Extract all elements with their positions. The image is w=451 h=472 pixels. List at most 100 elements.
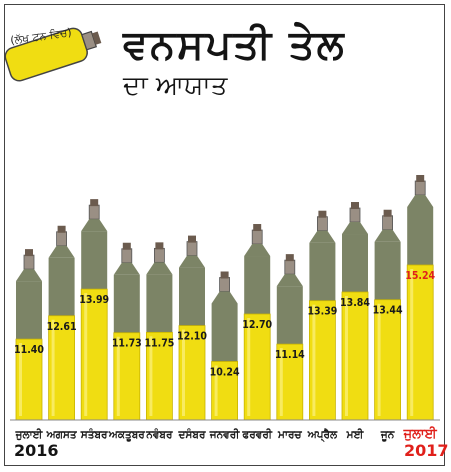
- x-tick-label: ਅਕਤੂਬਰ: [108, 429, 146, 442]
- bottle-shoulder: [276, 274, 303, 287]
- x-tick-label: ਸਤੰਬਰ: [80, 427, 109, 441]
- bottle-shoulder: [48, 245, 75, 258]
- bottle-shine: [84, 293, 88, 416]
- data-label: 11.40: [14, 344, 44, 356]
- bottle-shoulder: [113, 262, 140, 275]
- bottle-cap: [318, 210, 327, 218]
- x-tick-label: ਜੂਨ: [380, 429, 396, 442]
- bottle-cap: [57, 225, 66, 233]
- bottle-neck: [23, 254, 35, 270]
- bottle-shine: [312, 304, 316, 416]
- bottle-shoulder: [211, 291, 238, 304]
- bottle-shoulder: [342, 222, 368, 235]
- bottle-empty-part: [211, 303, 238, 362]
- x-tick-label: ਅਪ੍ਰੈਲ: [307, 427, 338, 442]
- bottle-cap: [90, 199, 99, 207]
- data-label: 15.24: [405, 270, 435, 282]
- data-label: 10.24: [210, 366, 240, 378]
- bottle-shine: [19, 343, 22, 416]
- bottle-neck: [414, 180, 426, 196]
- bottle-cap: [25, 249, 33, 257]
- bottle-neck: [349, 207, 361, 223]
- bottle-empty-part: [374, 241, 401, 300]
- bottle-empty-part: [309, 242, 336, 301]
- bottle-shoulder: [16, 269, 42, 282]
- bottle-shine: [149, 336, 153, 416]
- x-tick-label: ਮਈ: [346, 427, 365, 441]
- data-label: 11.75: [144, 337, 174, 349]
- bottle-empty-part: [146, 274, 173, 333]
- bottle-1: 11.40 ਜੁਲਾਈ: [14, 249, 44, 441]
- bottle-shine: [345, 296, 348, 416]
- data-label: 13.84: [340, 297, 370, 309]
- bottle-neck: [219, 277, 231, 292]
- bottle-shoulder: [309, 230, 336, 243]
- bottle-shine: [377, 303, 381, 416]
- x-tick-label: ਜੁਲਾਈ: [15, 427, 44, 441]
- bottle-5: 11.75 ਨਵੰਬਰ: [144, 242, 174, 441]
- bottle-shine: [410, 268, 414, 416]
- bottle-shoulder: [81, 219, 108, 232]
- bottle-cap: [351, 202, 359, 210]
- year-start-label: 2016: [14, 441, 59, 460]
- bottle-neck: [186, 241, 198, 257]
- bottle-4: 11.73 ਅਕਤੂਬਰ: [108, 242, 146, 442]
- data-label: 12.10: [177, 331, 207, 343]
- bottle-2: 12.61 ਅਗਸਤ: [46, 225, 78, 441]
- bottle-neck: [56, 231, 67, 247]
- year-end-label: 2017: [404, 441, 449, 460]
- x-tick-label: ਜਨਵਰੀ: [209, 427, 241, 441]
- data-label: 11.73: [112, 338, 142, 350]
- chart-title: ਵਨਸਪਤੀ ਤੇਲ: [123, 22, 346, 68]
- bottle-cap: [122, 242, 131, 250]
- x-tick-label: ਦਸੰਬਰ: [177, 427, 206, 441]
- bottle-empty-part: [81, 231, 108, 290]
- bottle-empty-part: [276, 286, 303, 345]
- data-label: 13.39: [307, 306, 337, 318]
- bottle-cap: [220, 271, 229, 279]
- bottle-neck: [121, 248, 133, 264]
- bottle-13: 15.24 ਜੁਲਾਈ: [403, 174, 438, 442]
- bottle-shoulder: [374, 229, 401, 242]
- bottle-6: 12.10 ਦਸੰਬਰ: [177, 235, 207, 441]
- bottle-cap: [383, 209, 392, 217]
- bottle-empty-part: [407, 206, 434, 265]
- bottle-9: 11.14 ਮਾਰਚ: [275, 254, 305, 441]
- bottle-empty-part: [244, 256, 271, 315]
- bottle-shine: [116, 336, 120, 416]
- data-label: 13.44: [373, 305, 403, 317]
- bottle-cap: [416, 174, 425, 182]
- bottle-12: 13.44 ਜੂਨ: [373, 209, 403, 442]
- bottle-empty-part: [179, 267, 205, 326]
- bottle-7: 10.24 ਜਨਵਰੀ: [209, 271, 241, 441]
- bottle-neck: [251, 229, 263, 245]
- bottle-empty-part: [16, 281, 42, 340]
- bottle-cap: [253, 224, 262, 232]
- bottle-shine: [214, 365, 218, 416]
- bottle-11: 13.84 ਮਈ: [340, 202, 370, 441]
- bottle-shine: [247, 318, 251, 416]
- bottle-8: 12.70 ਫਰਵਰੀ: [241, 224, 273, 441]
- bottle-neck: [88, 204, 100, 220]
- data-label: 13.99: [79, 294, 109, 306]
- bottle-shoulder: [407, 194, 434, 207]
- bottle-shine: [51, 319, 55, 416]
- bottle-empty-part: [113, 274, 140, 333]
- unit-tag-bottle-icon: [4, 27, 102, 82]
- bottle-empty-part: [48, 257, 75, 316]
- bottle-neck: [284, 259, 296, 275]
- bottle-shoulder: [244, 244, 271, 257]
- bottle-shoulder: [146, 262, 173, 275]
- data-label: 12.61: [47, 321, 77, 333]
- bottle-shine: [182, 329, 185, 416]
- chart-subtitle: ਦਾ ਆਯਾਤ: [123, 71, 228, 101]
- x-tick-label: ਨਵੰਬਰ: [145, 427, 174, 441]
- bottle-neck: [316, 216, 328, 232]
- x-tick-label: ਜੁਲਾਈ: [403, 426, 438, 442]
- data-label: 12.70: [242, 319, 272, 331]
- bottle-3: 13.99 ਸਤੰਬਰ: [79, 199, 109, 441]
- bottle-empty-part: [342, 234, 368, 293]
- bottle-cap: [155, 242, 164, 250]
- x-tick-label: ਅਗਸਤ: [46, 429, 78, 441]
